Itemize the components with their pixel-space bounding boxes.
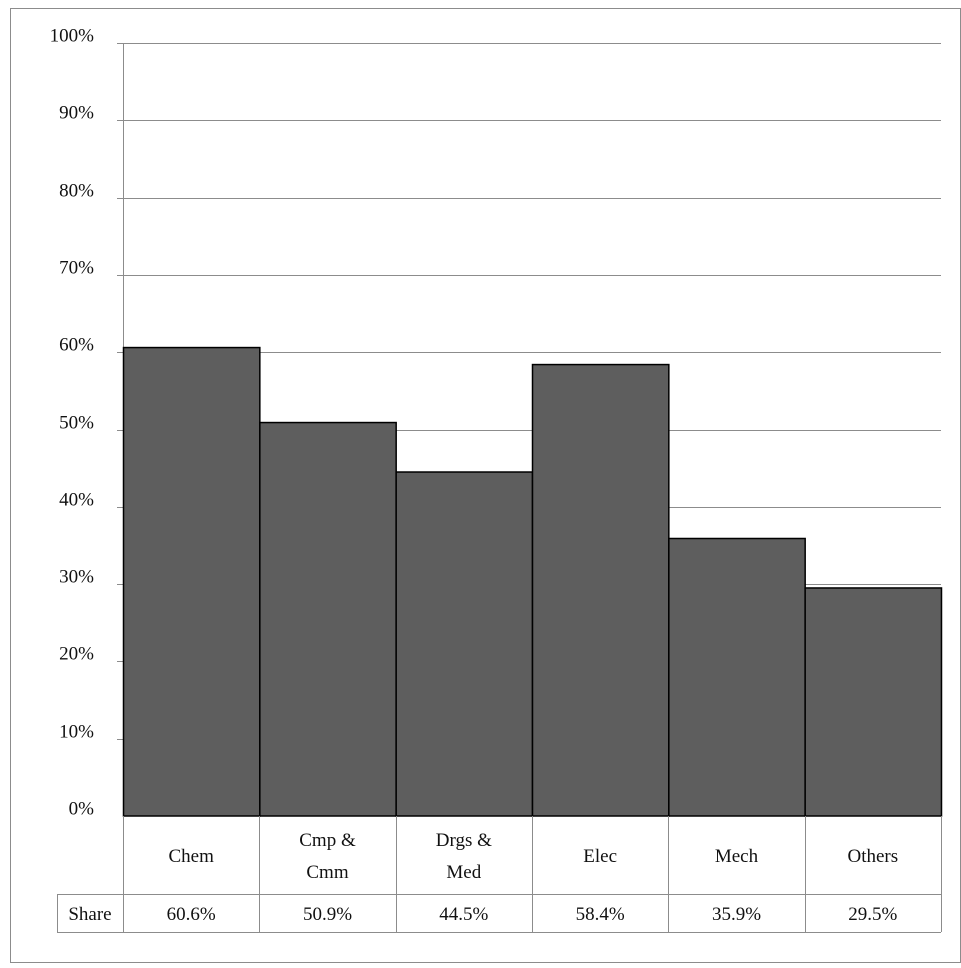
- y-tick-label: 20%: [59, 644, 94, 665]
- data-label: 35.9%: [712, 904, 761, 925]
- y-tick-label: 70%: [59, 258, 94, 279]
- bar: [395, 471, 534, 817]
- data-table: Chem Cmp & Cmm Drgs & Med Elec Mech Others Share…: [57, 816, 942, 933]
- y-tick-label: 50%: [59, 413, 94, 434]
- y-tick-label: 90%: [59, 103, 94, 124]
- category-label: Chem: [168, 846, 214, 867]
- y-tick-label: 80%: [59, 181, 94, 202]
- category-label: Mech: [715, 846, 759, 867]
- data-label: 50.9%: [303, 904, 352, 925]
- category-label: Cmp & Cmm: [299, 830, 356, 883]
- data-label: 58.4%: [576, 904, 625, 925]
- data-label: 60.6%: [167, 904, 216, 925]
- bar: [804, 587, 943, 817]
- bar: [668, 537, 806, 817]
- y-tick-label: 100%: [50, 26, 95, 47]
- bar: [259, 421, 397, 817]
- category-label: Elec: [583, 846, 617, 867]
- y-tick-label: 60%: [59, 335, 94, 356]
- bar: [122, 346, 261, 817]
- bar: [531, 363, 670, 817]
- category-label: Drgs & Med: [436, 830, 492, 883]
- y-tick-label: 0%: [69, 799, 95, 820]
- y-axis-ticks: 0% 10% 20% 30% 40% 50% 60% 70% 80% 90% 100%: [50, 26, 95, 820]
- y-tick-label: 30%: [59, 567, 94, 588]
- bars: [122, 346, 943, 817]
- y-tick-label: 40%: [59, 490, 94, 511]
- category-label: Others: [848, 846, 899, 867]
- data-label: 29.5%: [848, 904, 897, 925]
- table-row-label: Share: [68, 904, 111, 925]
- data-label: 44.5%: [439, 904, 488, 925]
- y-tick-label: 10%: [59, 722, 94, 743]
